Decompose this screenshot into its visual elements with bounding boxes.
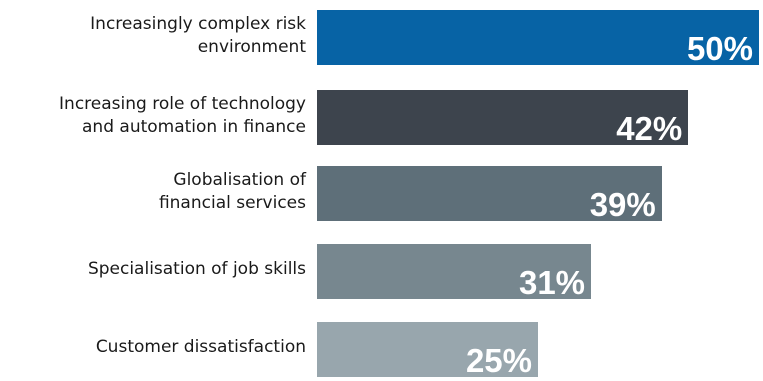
bar: 39% xyxy=(317,166,662,223)
category-label: Customer dissatisfaction xyxy=(95,337,306,357)
bar-value-label: 25% xyxy=(465,342,532,379)
bar-value-label: 42% xyxy=(616,110,683,147)
bar: 31% xyxy=(317,244,592,301)
bar-value-label: 31% xyxy=(518,264,586,301)
bar-value-label: 39% xyxy=(589,186,656,223)
category-label: Specialisation of job skills xyxy=(87,259,306,279)
bar: 50% xyxy=(317,10,759,67)
bar: 42% xyxy=(317,90,689,147)
bar: 25% xyxy=(317,322,538,379)
category-label: Increasingly complex risk environment xyxy=(90,13,306,57)
horizontal-bar-chart: Increasingly complex risk environment 50%… xyxy=(59,10,759,379)
category-label: Increasing role of technology and automa… xyxy=(59,93,306,137)
category-label: Globalisation of financial services xyxy=(158,169,306,213)
bar-value-label: 50% xyxy=(686,30,753,67)
